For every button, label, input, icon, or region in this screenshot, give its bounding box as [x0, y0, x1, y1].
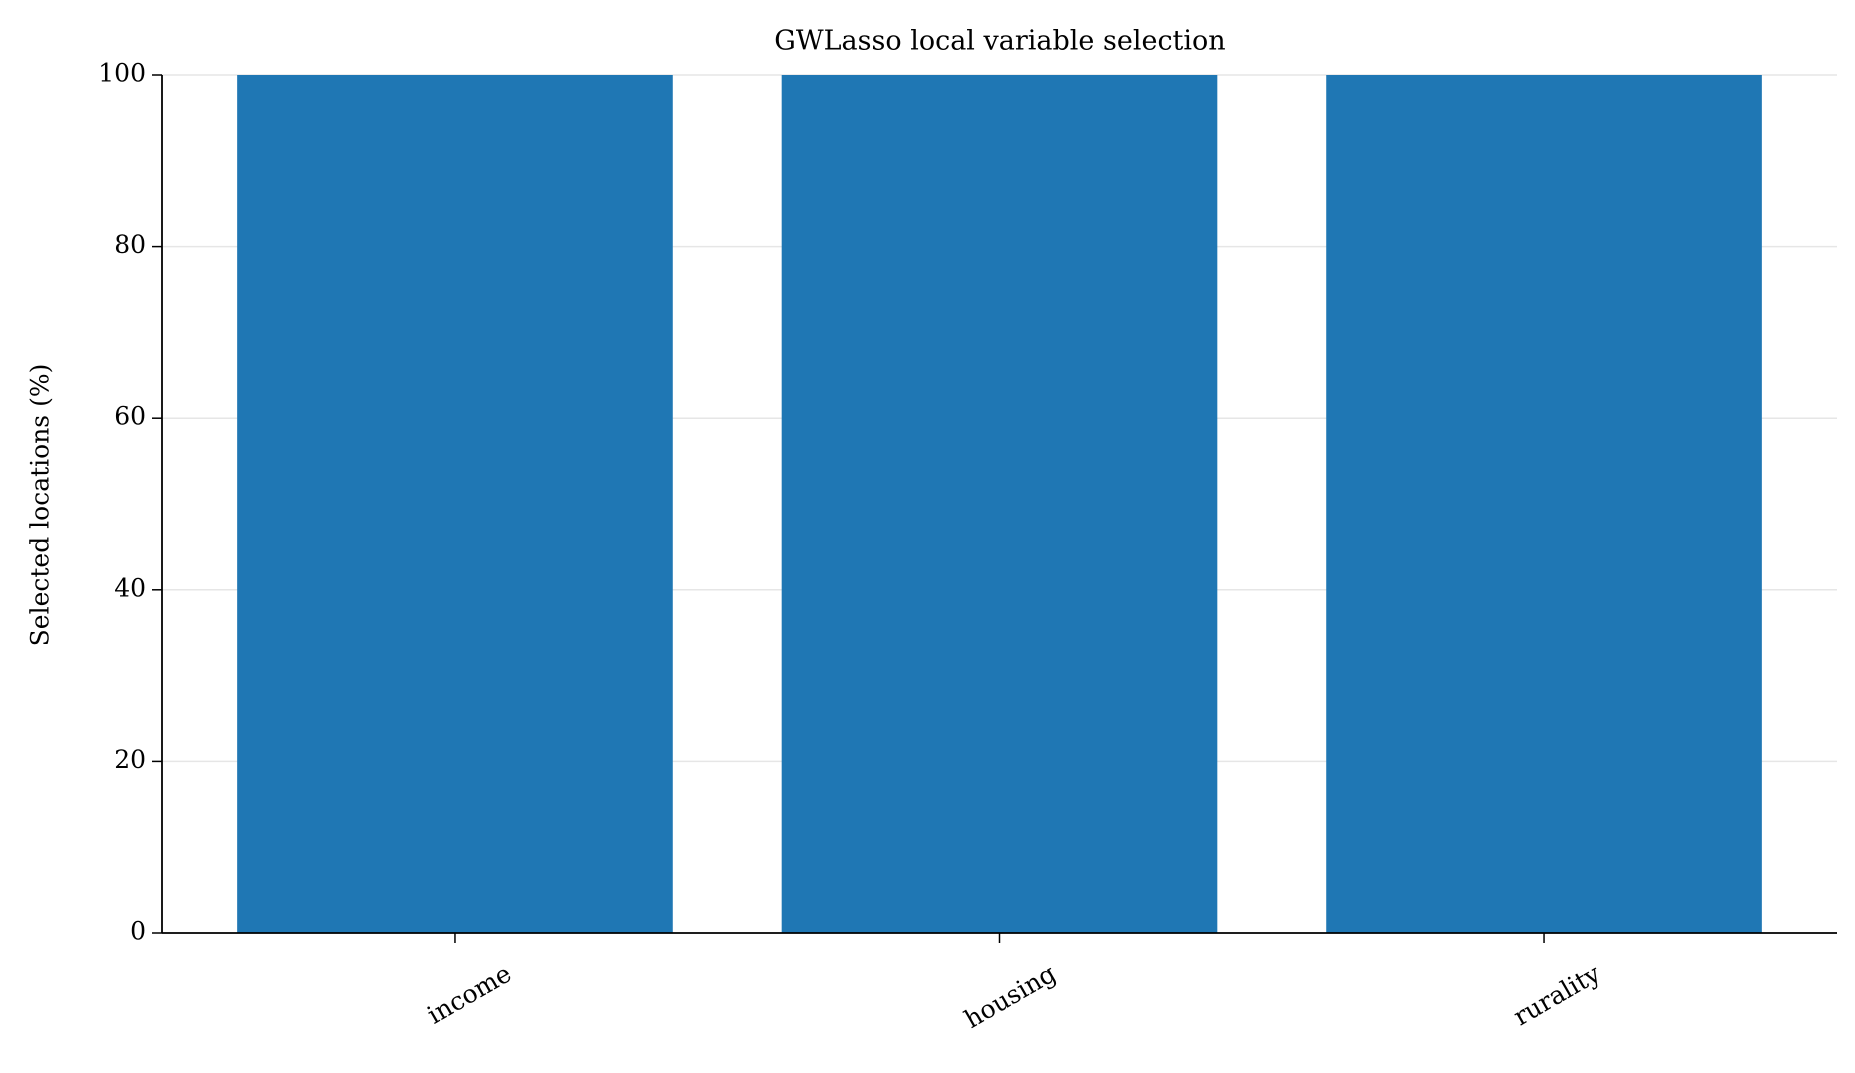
x-tick-label: rurality — [1508, 958, 1606, 1031]
y-axis-label: Selected locations (%) — [26, 364, 55, 647]
bar — [1326, 75, 1762, 933]
y-tick-label: 100 — [98, 59, 146, 88]
bar — [781, 75, 1218, 933]
x-tick-label: income — [422, 959, 516, 1030]
y-tick-label: 20 — [114, 745, 146, 774]
y-tick-label: 0 — [130, 917, 146, 946]
chart-title: GWLasso local variable selection — [774, 26, 1225, 57]
y-tick-label: 80 — [114, 230, 146, 259]
y-tick-label: 60 — [114, 402, 146, 431]
y-tick-label: 40 — [114, 573, 146, 602]
x-tick-label: housing — [959, 959, 1060, 1034]
bar — [237, 75, 673, 933]
